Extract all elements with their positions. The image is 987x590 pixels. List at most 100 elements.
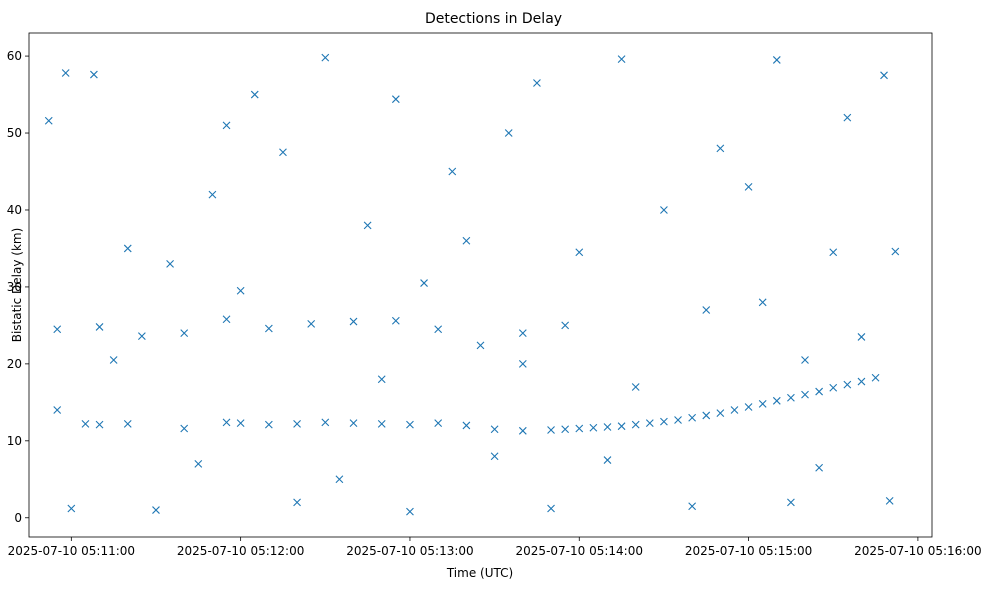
data-point xyxy=(349,317,358,326)
data-point xyxy=(434,325,443,334)
data-point xyxy=(744,403,753,411)
data-point xyxy=(476,341,485,350)
data-point xyxy=(880,71,888,80)
data-point xyxy=(518,359,527,368)
x-tick-label: 2025-07-10 05:14:00 xyxy=(516,544,643,558)
data-point xyxy=(462,421,471,430)
data-point xyxy=(688,413,697,422)
data-point xyxy=(448,167,457,176)
data-point xyxy=(67,504,76,513)
data-point xyxy=(547,426,555,434)
data-point xyxy=(787,393,795,402)
data-point xyxy=(702,306,711,314)
data-point xyxy=(166,259,174,268)
data-point xyxy=(391,95,400,104)
data-point xyxy=(885,496,894,505)
plot-area-frame xyxy=(28,32,933,538)
data-point xyxy=(490,452,499,461)
data-point xyxy=(264,324,273,333)
data-point xyxy=(857,333,866,341)
data-point xyxy=(180,329,189,337)
data-point xyxy=(377,420,386,428)
data-point xyxy=(730,406,739,414)
data-point xyxy=(631,420,640,429)
data-point xyxy=(90,70,98,79)
x-tick-label: 2025-07-10 05:13:00 xyxy=(346,544,473,558)
data-point xyxy=(518,426,527,435)
y-tick-label: 60 xyxy=(7,49,22,63)
data-point xyxy=(603,456,612,464)
data-point xyxy=(95,323,104,331)
chart-title: Detections in Delay xyxy=(425,11,562,27)
y-tick-label: 50 xyxy=(7,126,22,140)
y-tick-label: 30 xyxy=(7,280,22,294)
data-point xyxy=(891,247,900,256)
data-point xyxy=(857,377,866,386)
data-point xyxy=(758,399,767,408)
data-point xyxy=(44,116,53,125)
data-point xyxy=(617,422,626,431)
data-point xyxy=(490,425,499,434)
data-point xyxy=(363,221,372,230)
data-point xyxy=(617,55,626,64)
x-tick-label: 2025-07-10 05:16:00 xyxy=(854,544,981,558)
data-point xyxy=(801,356,809,364)
data-point xyxy=(871,373,880,382)
data-point xyxy=(321,418,330,427)
data-point xyxy=(829,248,838,257)
x-axis-ticks: 2025-07-10 05:11:00 2025-07-10 05:12:00 20… xyxy=(8,537,982,558)
y-tick-label: 0 xyxy=(14,511,22,525)
data-point xyxy=(561,425,570,434)
data-point xyxy=(293,420,301,428)
data-point xyxy=(208,190,217,199)
data-point xyxy=(321,53,330,62)
data-point xyxy=(406,420,414,429)
data-point xyxy=(603,423,612,431)
data-point xyxy=(123,244,132,253)
data-point xyxy=(222,418,231,427)
data-point xyxy=(236,419,245,428)
data-point xyxy=(81,420,90,428)
data-point xyxy=(533,79,541,87)
x-tick-label: 2025-07-10 05:15:00 xyxy=(685,544,812,558)
data-point xyxy=(137,332,146,341)
data-point xyxy=(547,504,555,513)
data-point xyxy=(279,148,287,157)
data-point xyxy=(180,424,189,433)
data-point xyxy=(716,409,725,418)
data-point xyxy=(801,390,809,399)
data-point xyxy=(293,498,301,507)
data-point xyxy=(420,279,428,287)
data-point xyxy=(660,417,668,426)
data-point xyxy=(575,424,584,433)
data-point xyxy=(152,506,160,514)
data-point xyxy=(61,69,70,77)
data-point xyxy=(843,380,852,389)
data-point xyxy=(758,298,767,307)
data-point xyxy=(787,498,795,507)
data-point xyxy=(518,329,527,337)
data-point xyxy=(631,383,640,391)
data-point xyxy=(645,419,654,428)
data-point xyxy=(843,113,852,122)
data-point xyxy=(815,463,824,472)
data-point xyxy=(391,316,400,325)
data-point xyxy=(434,419,443,428)
data-point xyxy=(716,144,725,153)
x-tick-label: 2025-07-10 05:12:00 xyxy=(177,544,304,558)
data-point xyxy=(674,416,682,424)
data-point xyxy=(377,375,386,384)
data-point xyxy=(264,420,273,429)
data-point xyxy=(575,248,584,257)
data-point xyxy=(194,460,203,468)
y-axis-ticks: 0 10 20 30 40 50 60 xyxy=(7,49,29,525)
data-point xyxy=(95,420,104,429)
scatter-markers xyxy=(44,53,900,516)
data-point xyxy=(222,315,231,324)
y-tick-label: 40 xyxy=(7,203,22,217)
data-point xyxy=(744,183,753,191)
data-point xyxy=(462,236,471,245)
data-point xyxy=(349,419,358,428)
y-tick-label: 20 xyxy=(7,357,22,371)
data-point xyxy=(406,507,414,516)
